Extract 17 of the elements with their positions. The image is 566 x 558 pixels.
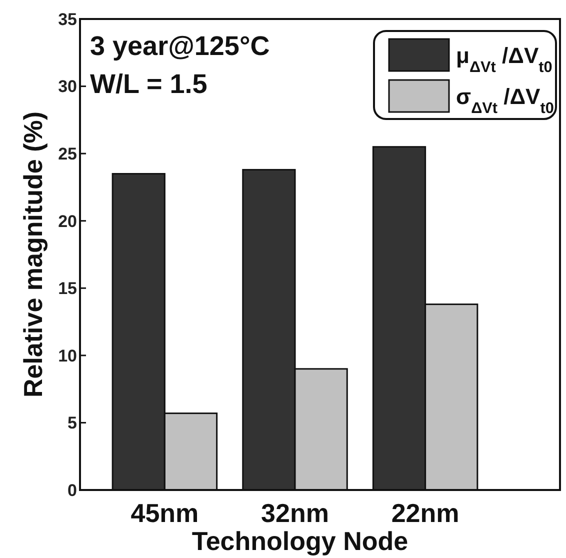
x-axis-title: Technology Node	[192, 526, 408, 556]
y-tick-label: 15	[58, 279, 77, 298]
y-tick-label: 30	[58, 77, 77, 96]
y-tick-label: 0	[68, 480, 77, 500]
y-tick-label: 20	[58, 212, 77, 231]
annotation: W/L = 1.5	[90, 69, 208, 99]
legend-label: σ$_{ΔVt}$ /ΔV$_{t0}$	[456, 84, 554, 116]
x-tick-label: 32nm	[261, 498, 329, 528]
y-tick-label: 25	[58, 144, 77, 164]
legend-label: μ$_{ΔVt}$ /ΔV$_{t0}$	[456, 43, 552, 76]
y-tick-label: 10	[58, 346, 77, 366]
y-tick-label: 5	[68, 414, 77, 433]
x-tick-label: 45nm	[130, 498, 199, 528]
annotation: 3 year@125°C	[90, 31, 270, 61]
x-tick-label: 22nm	[391, 498, 460, 528]
y-tick-label: 35	[58, 10, 77, 29]
y-axis-title: Relative magnitude (%)	[18, 111, 48, 398]
